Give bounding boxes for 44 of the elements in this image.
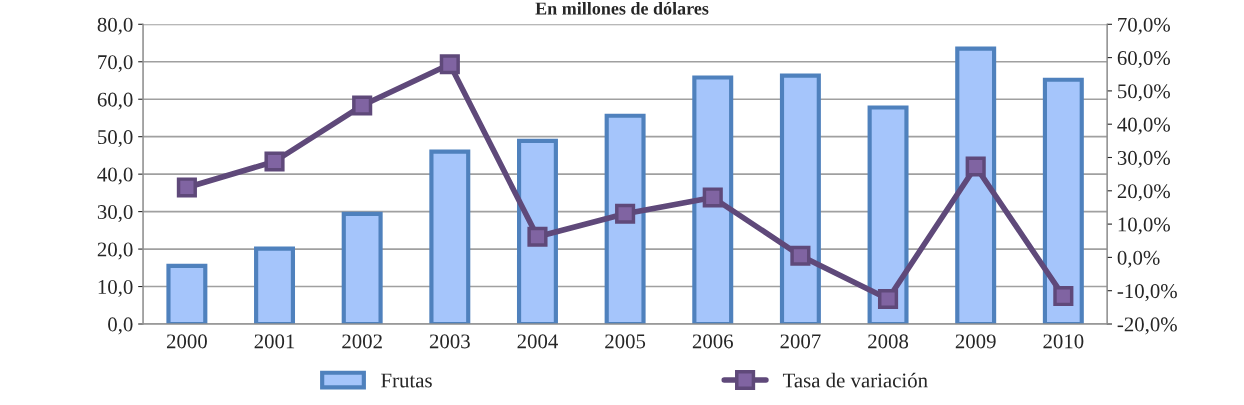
- x-tick-label: 2006: [692, 334, 733, 349]
- y2-tick-label: 70,0%: [1118, 17, 1170, 35]
- y-tick-label: 80,0: [97, 17, 133, 35]
- y2-tick-label: 50,0%: [1118, 84, 1170, 102]
- y-tick-label: 40,0: [97, 167, 133, 185]
- x-tick-label: 2009: [955, 334, 996, 349]
- point: [264, 151, 285, 172]
- y2-tick-label: 40,0%: [1117, 117, 1170, 135]
- point: [176, 177, 197, 198]
- point: [352, 95, 373, 116]
- y-tick-label: 0,0: [108, 317, 133, 335]
- point: [615, 203, 636, 224]
- y-tick-label: 20,0: [97, 242, 133, 260]
- point: [1053, 285, 1074, 307]
- legend-label: Frutas: [381, 373, 432, 388]
- x-tick-label: 2007: [780, 334, 821, 349]
- point: [965, 156, 986, 177]
- x-tick-label: 2008: [868, 334, 909, 349]
- y2-tick-label: 0,0%: [1117, 250, 1160, 268]
- y2-tick-label: -20,0%: [1117, 317, 1177, 335]
- y2-tick-label: 60,0%: [1117, 50, 1170, 69]
- y-tick-label: 60,0: [97, 92, 133, 110]
- legend-label: Tasa de variación: [782, 372, 928, 388]
- point: [702, 187, 723, 208]
- y2-tick-label: -10,0%: [1117, 284, 1177, 302]
- chart-title: En millones de dólares: [535, 1, 709, 15]
- x-tick-label: 2000: [166, 334, 207, 349]
- x-tick-label: 2005: [605, 334, 646, 349]
- point: [790, 245, 811, 266]
- y-tick-label: 10,0: [98, 279, 133, 297]
- point: [877, 288, 899, 310]
- point: [439, 54, 460, 75]
- y-tick-label: 50,0: [98, 130, 133, 148]
- point: [527, 226, 548, 247]
- x-tick-label: 2003: [429, 334, 470, 349]
- x-tick-label: 2002: [342, 334, 382, 349]
- y2-tick-label: 10,0%: [1118, 217, 1170, 235]
- y2-tick-label: 20,0%: [1117, 184, 1170, 202]
- x-tick-label: 2010: [1043, 334, 1084, 349]
- x-tick-label: 2004: [517, 334, 558, 349]
- x-tick-label: 2001: [254, 334, 295, 349]
- y2-tick-label: 30,0%: [1117, 150, 1170, 168]
- y-tick-label: 70,0: [98, 55, 133, 73]
- y-tick-label: 30,0: [97, 204, 133, 223]
